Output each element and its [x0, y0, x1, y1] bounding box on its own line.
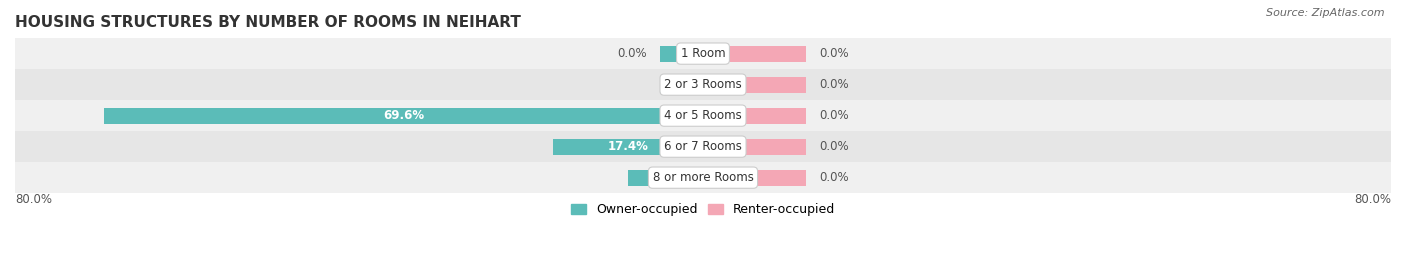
- Bar: [703, 139, 806, 155]
- Text: 8 or more Rooms: 8 or more Rooms: [652, 171, 754, 184]
- Bar: [628, 169, 703, 186]
- Text: 1 Room: 1 Room: [681, 47, 725, 60]
- Bar: [659, 77, 703, 93]
- Text: 17.4%: 17.4%: [607, 140, 648, 153]
- Text: 80.0%: 80.0%: [1354, 193, 1391, 206]
- Text: 0.0%: 0.0%: [820, 140, 849, 153]
- Bar: [104, 108, 703, 124]
- Bar: [15, 131, 1391, 162]
- Text: Source: ZipAtlas.com: Source: ZipAtlas.com: [1267, 8, 1385, 18]
- Text: 69.6%: 69.6%: [384, 109, 425, 122]
- Legend: Owner-occupied, Renter-occupied: Owner-occupied, Renter-occupied: [567, 198, 839, 221]
- Bar: [554, 139, 703, 155]
- Text: 80.0%: 80.0%: [15, 193, 52, 206]
- Bar: [703, 45, 806, 62]
- Bar: [703, 77, 806, 93]
- Text: 0.0%: 0.0%: [617, 47, 647, 60]
- Text: 0.0%: 0.0%: [820, 109, 849, 122]
- Text: 0.0%: 0.0%: [820, 171, 849, 184]
- Text: 6 or 7 Rooms: 6 or 7 Rooms: [664, 140, 742, 153]
- Text: 0.0%: 0.0%: [820, 47, 849, 60]
- Text: 2 or 3 Rooms: 2 or 3 Rooms: [664, 78, 742, 91]
- Bar: [703, 169, 806, 186]
- Bar: [659, 45, 703, 62]
- Text: 4 or 5 Rooms: 4 or 5 Rooms: [664, 109, 742, 122]
- Text: 8.7%: 8.7%: [650, 171, 682, 184]
- Text: 0.0%: 0.0%: [820, 78, 849, 91]
- Bar: [15, 38, 1391, 69]
- Text: HOUSING STRUCTURES BY NUMBER OF ROOMS IN NEIHART: HOUSING STRUCTURES BY NUMBER OF ROOMS IN…: [15, 15, 520, 30]
- Bar: [703, 108, 806, 124]
- Bar: [15, 100, 1391, 131]
- Bar: [15, 69, 1391, 100]
- Text: 4.4%: 4.4%: [665, 78, 697, 91]
- Bar: [15, 162, 1391, 193]
